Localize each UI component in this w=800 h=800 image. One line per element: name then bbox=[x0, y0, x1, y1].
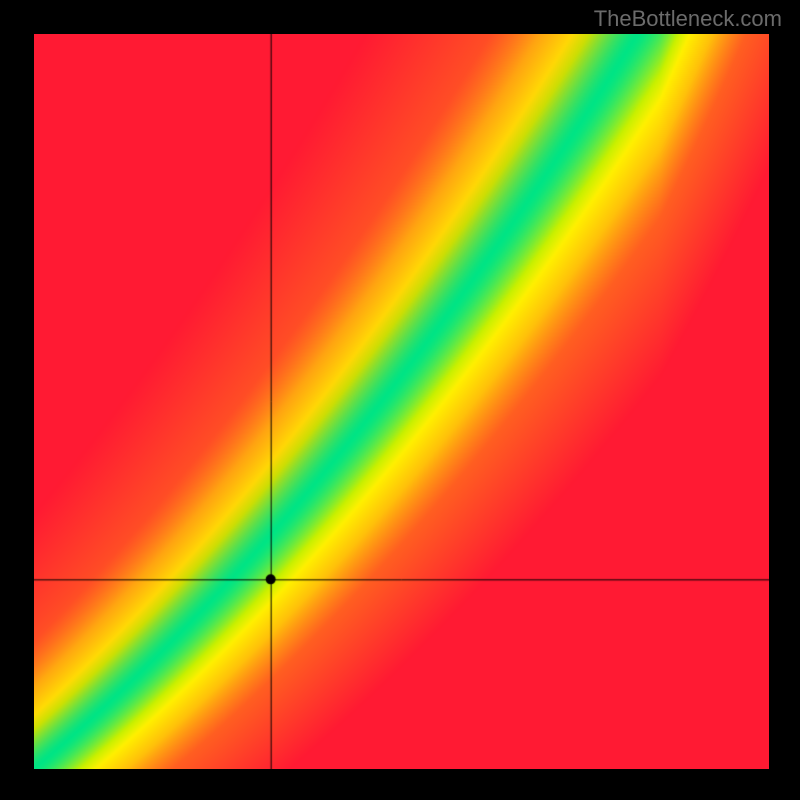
bottleneck-heatmap bbox=[34, 34, 769, 769]
watermark-text: TheBottleneck.com bbox=[594, 6, 782, 32]
heatmap-canvas bbox=[34, 34, 769, 769]
